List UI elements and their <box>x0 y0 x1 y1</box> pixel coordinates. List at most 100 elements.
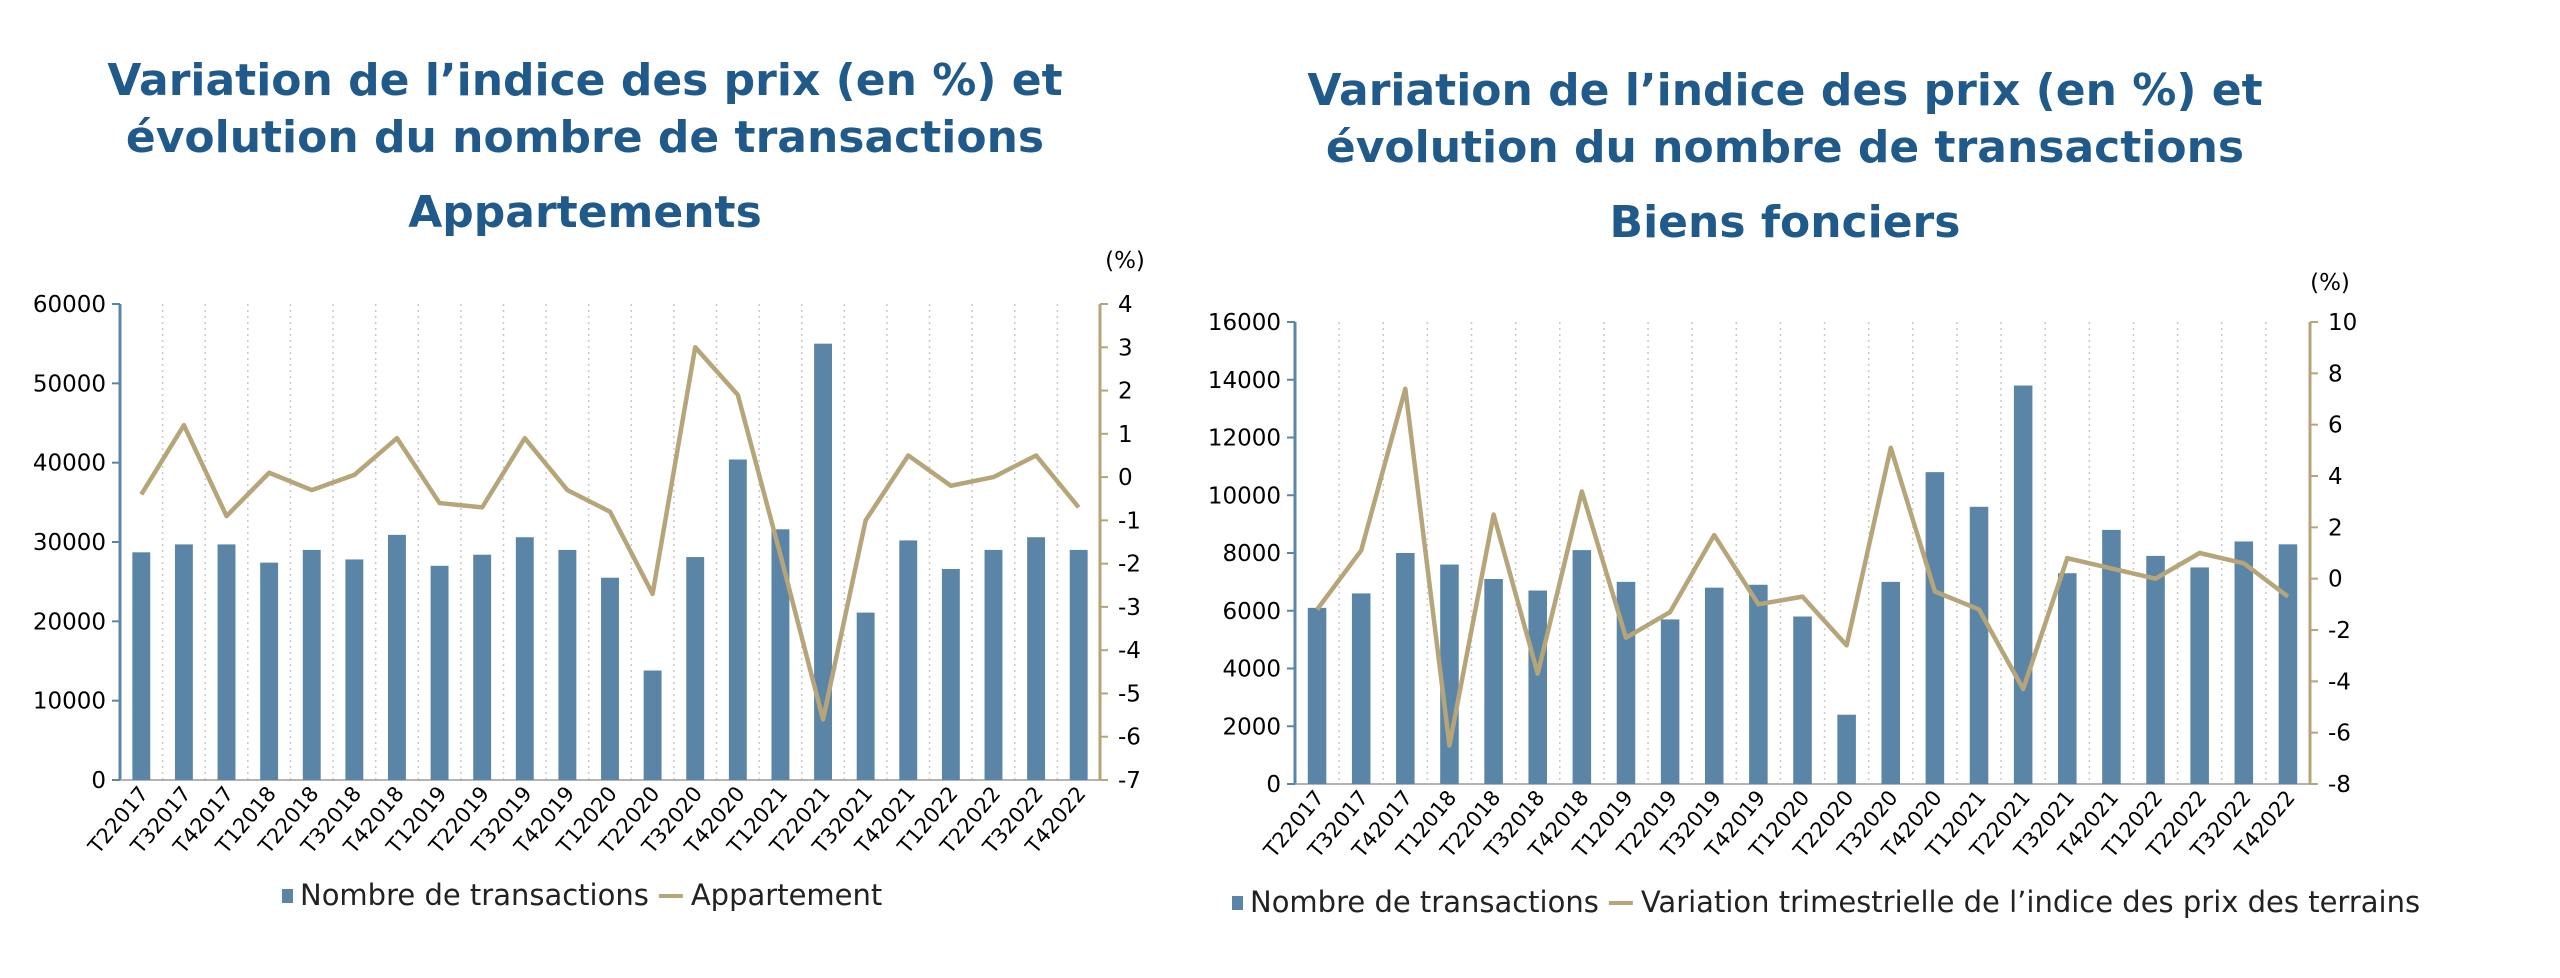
y-right-tick-label: -7 <box>1118 768 1141 794</box>
y-left-tick-label: 0 <box>1266 772 1281 798</box>
bar <box>302 549 321 780</box>
y-left-tick-label: 0 <box>91 768 106 794</box>
bar <box>558 549 577 780</box>
bar <box>643 670 662 780</box>
left-chart-title-line2: évolution du nombre de transactions <box>126 112 1044 163</box>
bar <box>1793 616 1812 784</box>
bar <box>2146 555 2165 784</box>
bar <box>1351 593 1371 784</box>
y-right-tick-label: -1 <box>1118 508 1141 534</box>
bar <box>217 544 236 780</box>
bar <box>132 552 151 780</box>
y-left-tick-label: 12000 <box>1208 426 1281 452</box>
y-left-tick-label: 60000 <box>33 292 106 318</box>
y-left-tick-label: 6000 <box>1222 599 1281 625</box>
y-right-tick-label: 1 <box>1118 422 1133 448</box>
bar <box>2013 385 2033 784</box>
bar <box>1069 549 1088 780</box>
bar <box>1704 587 1724 784</box>
bar <box>686 557 705 780</box>
y-left-tick-label: 10000 <box>33 689 106 715</box>
y-right-tick-label: -8 <box>2328 772 2351 798</box>
bar <box>1027 537 1046 780</box>
bar <box>1969 506 1989 784</box>
right-chart-right-unit: (%) <box>2310 270 2350 296</box>
bar <box>1925 472 1945 784</box>
y-left-tick-label: 4000 <box>1222 657 1281 683</box>
bar <box>515 537 534 780</box>
bar <box>430 565 449 780</box>
legend-line-label: Variation trimestrielle de l’indice des … <box>1641 885 2420 919</box>
y-right-tick-label: -4 <box>1118 638 1141 664</box>
bar <box>2234 541 2254 784</box>
bar <box>1484 578 1503 784</box>
bar <box>2058 573 2077 784</box>
right-chart-title-line1: Variation de l’indice des prix (en %) et <box>1307 65 2262 116</box>
bar <box>1440 564 1459 784</box>
bar <box>473 554 492 780</box>
y-left-tick-label: 10000 <box>1208 483 1281 509</box>
bar <box>1749 584 1768 784</box>
bar <box>260 562 279 780</box>
y-left-tick-label: 40000 <box>33 451 106 477</box>
legend-bar-swatch <box>282 889 293 903</box>
y-right-tick-label: -2 <box>1118 552 1141 578</box>
y-right-tick-label: 6 <box>2328 413 2343 439</box>
bar <box>2102 529 2121 784</box>
y-left-tick-label: 20000 <box>33 609 106 635</box>
y-right-tick-label: 2 <box>2328 515 2343 541</box>
legend-line-label: Appartement <box>691 878 882 912</box>
bar <box>2190 567 2209 784</box>
bar <box>1660 619 1680 784</box>
bar <box>899 540 918 780</box>
bar <box>1396 553 1415 784</box>
y-right-tick-label: -6 <box>1118 725 1141 751</box>
left-chart-plot: 0 10000 20000 30000 40000 50000 60000 -7 -6 -5 -4 -… <box>33 292 1141 912</box>
y-left-tick-label: 2000 <box>1222 714 1281 740</box>
y-right-tick-label: 2 <box>1118 379 1133 405</box>
y-right-tick-label: -2 <box>2328 618 2351 644</box>
y-right-tick-label: 4 <box>1118 292 1133 318</box>
left-chart-right-unit: (%) <box>1105 248 1145 274</box>
bar <box>814 343 832 780</box>
y-right-tick-label: 0 <box>1118 465 1133 491</box>
bar <box>771 529 790 780</box>
y-right-tick-label: 10 <box>2328 310 2357 336</box>
y-left-tick-label: 50000 <box>33 371 106 397</box>
bar <box>856 612 875 780</box>
y-right-tick-label: 3 <box>1118 335 1133 361</box>
bar <box>1881 581 1901 784</box>
y-right-tick-label: 8 <box>2328 361 2343 387</box>
left-chart-subtitle: Appartements <box>408 187 762 238</box>
legend-bar-label: Nombre de transactions <box>1250 885 1599 919</box>
bar <box>728 459 747 780</box>
legend-bar-swatch <box>1232 896 1243 910</box>
y-left-tick-label: 14000 <box>1208 368 1281 394</box>
bar <box>2278 544 2298 784</box>
bar <box>601 577 619 780</box>
right-chart-plot: 0 2000 4000 6000 8000 10000 12000 14000 16000 -8 -… <box>1208 310 2420 919</box>
right-chart-subtitle: Biens fonciers <box>1610 197 1961 248</box>
bar <box>388 534 406 780</box>
bar <box>1307 607 1327 784</box>
bar <box>174 544 193 780</box>
y-right-tick-label: -4 <box>2328 669 2351 695</box>
y-right-tick-label: 4 <box>2328 464 2343 490</box>
bar <box>941 568 960 780</box>
y-right-tick-label: -3 <box>1118 595 1141 621</box>
bar <box>984 549 1003 780</box>
right-chart-title-line2: évolution du nombre de transactions <box>1326 122 2244 173</box>
bar <box>1528 590 1547 784</box>
bar <box>345 559 364 780</box>
y-left-tick-label: 16000 <box>1208 310 1281 336</box>
y-left-tick-label: 30000 <box>33 530 106 556</box>
y-right-tick-label: 0 <box>2328 567 2343 593</box>
bar <box>1572 550 1592 784</box>
y-right-tick-label: -6 <box>2328 721 2351 747</box>
left-chart-title-line1: Variation de l’indice des prix (en %) et <box>107 55 1062 106</box>
bar <box>1837 714 1856 784</box>
y-right-tick-label: -5 <box>1118 681 1141 707</box>
y-left-tick-label: 8000 <box>1222 541 1281 567</box>
